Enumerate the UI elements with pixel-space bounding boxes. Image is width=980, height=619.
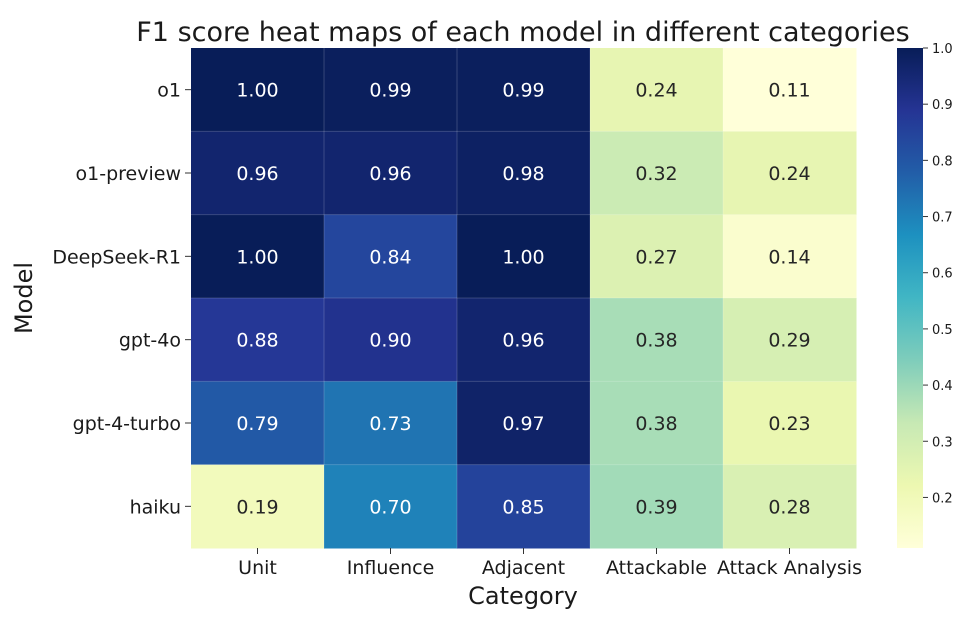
cell-value-label: 0.27 bbox=[635, 246, 677, 268]
column-label: Adjacent bbox=[482, 557, 565, 579]
heatmap-cell bbox=[324, 464, 458, 549]
heatmap-cell bbox=[723, 48, 857, 132]
row-label: haiku bbox=[130, 496, 181, 518]
colorbar: 0.2 0.3 0.4 0.5 0.6 0.7 0.8 0.9 1.0 bbox=[897, 42, 953, 548]
cell-value-label: 0.14 bbox=[768, 246, 810, 268]
heatmap-cell bbox=[191, 214, 325, 299]
heatmap-cell bbox=[590, 214, 724, 299]
heatmap-cell bbox=[457, 214, 591, 299]
x-axis-label: Category bbox=[468, 582, 578, 610]
cell-value-label: 0.85 bbox=[502, 496, 544, 518]
heatmap-cell-labels: 1.00 0.99 0.99 0.24 0.11 0.96 0.96 0.98 0.32 0.24… bbox=[236, 80, 810, 519]
colorbar-tick-label: 0.3 bbox=[932, 435, 953, 450]
heatmap-cell bbox=[324, 131, 458, 216]
heatmap-cell bbox=[590, 48, 724, 132]
column-label: Attack Analysis bbox=[717, 557, 862, 579]
heatmap-cell bbox=[324, 48, 458, 132]
colorbar-tick-label: 0.6 bbox=[932, 267, 953, 282]
heatmap-cell bbox=[324, 381, 458, 466]
heatmap-cell bbox=[723, 298, 857, 382]
cell-value-label: 0.97 bbox=[502, 413, 544, 435]
row-tick-labels: o1 o1-preview DeepSeek-R1 gpt-4o gpt-4-turbo… bbox=[52, 80, 191, 518]
cell-value-label: 0.24 bbox=[635, 80, 677, 102]
colorbar-tick-label: 0.7 bbox=[932, 211, 953, 226]
cell-value-label: 0.88 bbox=[236, 330, 278, 352]
cell-value-label: 0.96 bbox=[236, 163, 278, 185]
heatmap-cell bbox=[457, 464, 591, 549]
cell-value-label: 1.00 bbox=[236, 246, 278, 268]
cell-value-label: 1.00 bbox=[236, 80, 278, 102]
heatmap-cell bbox=[457, 131, 591, 216]
heatmap-cell bbox=[590, 381, 724, 466]
heatmap-cell bbox=[457, 298, 591, 382]
cell-value-label: 0.29 bbox=[768, 330, 810, 352]
heatmap-cell bbox=[191, 381, 325, 466]
heatmap-cell bbox=[590, 298, 724, 382]
row-label: DeepSeek-R1 bbox=[52, 246, 181, 268]
cell-value-label: 0.98 bbox=[502, 163, 544, 185]
cell-value-label: 0.96 bbox=[502, 330, 544, 352]
cell-value-label: 0.84 bbox=[369, 246, 411, 268]
colorbar-tick-label: 0.8 bbox=[932, 154, 953, 169]
cell-value-label: 0.23 bbox=[768, 413, 810, 435]
colorbar-gradient bbox=[897, 48, 923, 548]
colorbar-tick-label: 0.4 bbox=[932, 379, 953, 394]
heatmap-cell bbox=[191, 464, 325, 549]
column-tick-labels: Unit Influence Adjacent Attackable Attack An… bbox=[238, 548, 862, 579]
cell-value-label: 0.38 bbox=[635, 330, 677, 352]
colorbar-tick-label: 1.0 bbox=[932, 42, 953, 57]
cell-value-label: 0.99 bbox=[369, 80, 411, 102]
colorbar-tick-label: 0.2 bbox=[932, 491, 953, 506]
cell-value-label: 0.38 bbox=[635, 413, 677, 435]
cell-value-label: 0.96 bbox=[369, 163, 411, 185]
cell-value-label: 0.99 bbox=[502, 80, 544, 102]
cell-value-label: 0.39 bbox=[635, 496, 677, 518]
column-label: Unit bbox=[238, 557, 277, 579]
heatmap-cell bbox=[723, 214, 857, 299]
cell-value-label: 0.24 bbox=[768, 163, 810, 185]
cell-value-label: 0.28 bbox=[768, 496, 810, 518]
heatmap-cell bbox=[457, 48, 591, 132]
heatmap-cell bbox=[590, 131, 724, 216]
row-label: gpt-4-turbo bbox=[73, 413, 181, 435]
chart-title: F1 score heat maps of each model in diff… bbox=[136, 17, 909, 48]
cell-value-label: 0.79 bbox=[236, 413, 278, 435]
row-label: o1 bbox=[157, 80, 181, 102]
heatmap-cell bbox=[324, 298, 458, 382]
heatmap-cell bbox=[457, 381, 591, 466]
heatmap-cell bbox=[324, 214, 458, 299]
row-label: o1-preview bbox=[76, 163, 181, 185]
heatmap-cell bbox=[723, 131, 857, 216]
heatmap-cell bbox=[590, 464, 724, 549]
row-label: gpt-4o bbox=[119, 330, 181, 352]
heatmap-cell bbox=[191, 48, 325, 132]
cell-value-label: 0.90 bbox=[369, 330, 411, 352]
heatmap-cell bbox=[191, 131, 325, 216]
cell-value-label: 0.73 bbox=[369, 413, 411, 435]
cell-value-label: 0.19 bbox=[236, 496, 278, 518]
colorbar-tick-label: 0.9 bbox=[932, 98, 953, 113]
column-label: Influence bbox=[347, 557, 435, 579]
heatmap-cell bbox=[723, 464, 857, 549]
heatmap-cell bbox=[723, 381, 857, 466]
cell-value-label: 0.70 bbox=[369, 496, 411, 518]
cell-value-label: 0.11 bbox=[768, 80, 810, 102]
y-axis-label: Model bbox=[10, 262, 38, 334]
column-label: Attackable bbox=[606, 557, 707, 579]
colorbar-tick-label: 0.5 bbox=[932, 323, 953, 338]
cell-value-label: 1.00 bbox=[502, 246, 544, 268]
heatmap-cell bbox=[191, 298, 325, 382]
cell-value-label: 0.32 bbox=[635, 163, 677, 185]
heatmap-cells bbox=[191, 48, 857, 549]
